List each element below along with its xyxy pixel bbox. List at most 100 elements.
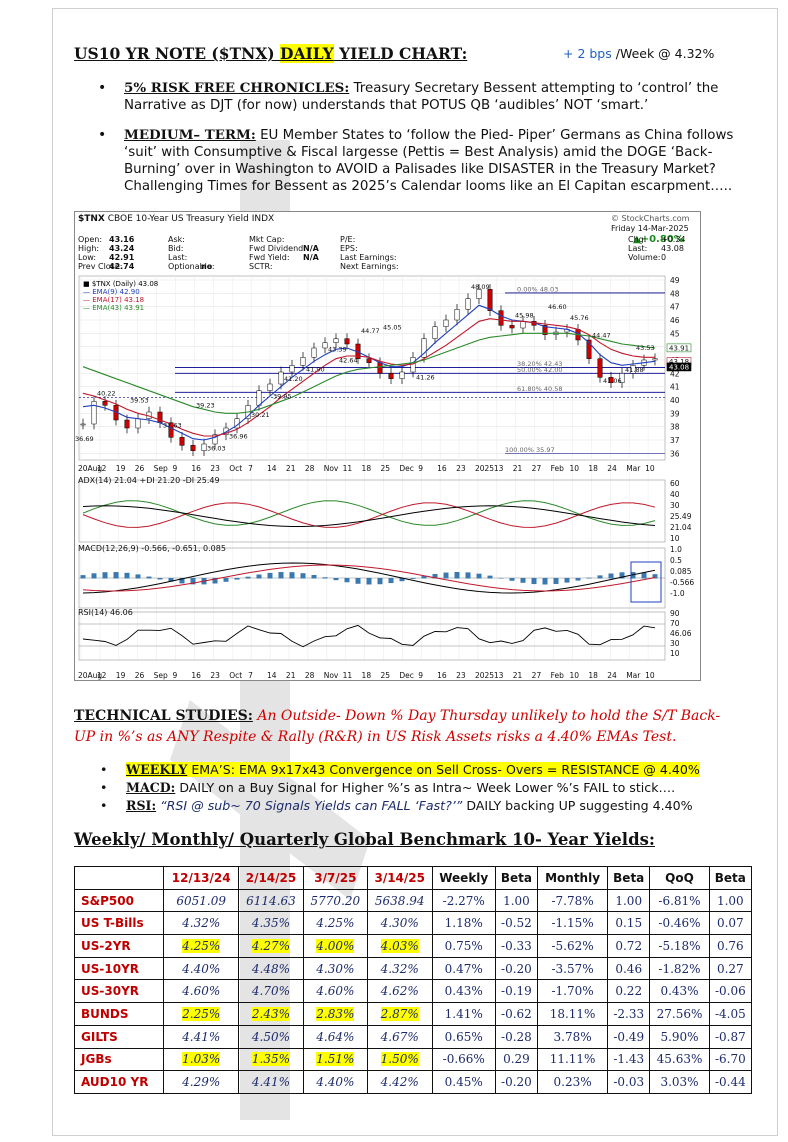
table-row: US-30YR 4.60% 4.70% 4.60% 4.62% 0.43% -0.19 -1.… bbox=[73, 979, 753, 1004]
candle-body bbox=[124, 419, 130, 429]
candle-body bbox=[278, 371, 284, 385]
candle-body bbox=[443, 319, 449, 327]
legend-entry: — EMA(9) 42.90 bbox=[83, 288, 140, 296]
macd-bar bbox=[399, 578, 405, 582]
stat-cell: -1.82% bbox=[649, 956, 710, 981]
chart-source: © StockCharts.com bbox=[611, 214, 690, 223]
row-label: US-2YR bbox=[73, 934, 165, 958]
price-tag-text: 43.18 bbox=[669, 358, 689, 366]
x-tick-label: 2025 bbox=[475, 671, 494, 680]
header-cell: 3/14/25 bbox=[366, 866, 433, 890]
yield-cell: 4.70% bbox=[238, 979, 304, 1004]
quote-field: Prev Close: bbox=[78, 262, 123, 271]
quote-field: Fwd Dividend: bbox=[249, 244, 306, 253]
adx-line bbox=[82, 502, 656, 528]
candle-body bbox=[619, 373, 625, 383]
x-tick-label: 21 bbox=[286, 464, 296, 473]
candle-body bbox=[597, 358, 603, 378]
x-tick-label: Oct bbox=[229, 671, 242, 680]
stat-cell: 1.18% bbox=[431, 911, 496, 936]
x-tick-label: 18 bbox=[362, 464, 372, 473]
macd-bar bbox=[520, 578, 526, 583]
y-tick-label: 38 bbox=[670, 423, 680, 432]
stat-cell: -0.49 bbox=[607, 1024, 651, 1049]
yield-cell: 4.29% bbox=[163, 1070, 240, 1094]
candle-body bbox=[465, 298, 471, 310]
price-annotation: 44.77 bbox=[361, 327, 380, 335]
macd-bar bbox=[267, 572, 273, 579]
yield-cell: 4.30% bbox=[302, 956, 368, 981]
x-tick-label: 21 bbox=[513, 671, 523, 680]
stat-cell: -0.20 bbox=[494, 956, 539, 981]
y-tick-label: 39 bbox=[670, 409, 680, 418]
yield-cell: 4.40% bbox=[163, 956, 240, 981]
legend-entry: ■ $TNX (Daily) 43.08 bbox=[83, 280, 159, 288]
y-tick-label: 40 bbox=[670, 396, 680, 405]
macd-bar bbox=[135, 574, 141, 579]
y-tick-label: 37 bbox=[670, 436, 680, 445]
x-tick-label: 23 bbox=[456, 464, 466, 473]
quote-field: Bid: bbox=[168, 244, 184, 253]
yield-cell: 4.60% bbox=[302, 979, 368, 1004]
stat-cell: 0.45% bbox=[431, 1070, 496, 1094]
macd-bar bbox=[322, 577, 328, 579]
macd-bar bbox=[168, 578, 174, 582]
macd-bar bbox=[608, 573, 614, 579]
macd-bar bbox=[575, 578, 581, 581]
macd-bar bbox=[553, 578, 559, 584]
fib-label: 38.20% 42.43 bbox=[517, 360, 562, 368]
candle-body bbox=[289, 365, 295, 373]
quote-field: 43.08 bbox=[661, 244, 684, 253]
stat-cell: -6.70 bbox=[708, 1047, 753, 1072]
quote-field: EPS: bbox=[340, 244, 358, 253]
ema-line bbox=[82, 332, 656, 414]
quote-field: 42.74 bbox=[109, 262, 135, 271]
price-annotation: 40.22 bbox=[97, 390, 116, 398]
chart-pct: ▲+0.80% bbox=[633, 234, 684, 245]
candle-body bbox=[377, 362, 383, 374]
yield-cell: 4.32% bbox=[163, 911, 240, 936]
x-tick-label: Nov bbox=[324, 464, 339, 473]
candle-body bbox=[388, 373, 394, 379]
stat-cell: -2.33 bbox=[607, 1002, 651, 1026]
rsi-line bbox=[82, 624, 656, 648]
yield-cell: 1.51% bbox=[302, 1047, 368, 1072]
stat-cell: -5.62% bbox=[537, 934, 609, 958]
candle-body bbox=[91, 401, 97, 425]
yield-cell: 1.35% bbox=[238, 1047, 304, 1072]
macd-bar bbox=[91, 573, 97, 579]
header-cell: QoQ bbox=[649, 866, 710, 890]
yield-cell: 4.35% bbox=[238, 911, 304, 936]
bullet-rsi: RSI: “RSI @ sub~ 70 Signals Yields can F… bbox=[100, 797, 740, 815]
quote-field: Mkt Cap: bbox=[249, 235, 285, 244]
stat-cell: 0.65% bbox=[431, 1024, 496, 1049]
yield-cell: 1.03% bbox=[163, 1047, 240, 1072]
x-tick-label: 28 bbox=[305, 464, 315, 473]
row-label: US-30YR bbox=[73, 979, 165, 1004]
chart-date: Friday 14-Mar-2025 bbox=[611, 224, 689, 233]
macd-bar bbox=[432, 573, 438, 579]
x-tick-label: 2025 bbox=[475, 464, 494, 473]
rsi-tick: 30 bbox=[670, 639, 680, 648]
legend-entry: — EMA(43) 43.91 bbox=[83, 304, 145, 312]
row-label: AUD10 YR bbox=[73, 1070, 165, 1094]
fib-label: 0.00% 48.03 bbox=[517, 285, 558, 293]
candle-body bbox=[421, 338, 427, 358]
table-row: US T-Bills 4.32% 4.35% 4.25% 4.30% 1.18% -0.52… bbox=[73, 911, 753, 936]
table-row: GILTS 4.41% 4.50% 4.64% 4.67% 0.65% -0.28 3.78%… bbox=[73, 1024, 753, 1049]
price-annotation: 37.63 bbox=[163, 422, 182, 430]
candle-body bbox=[135, 418, 141, 429]
x-tick-label: 26 bbox=[135, 464, 145, 473]
yield-cell: 4.41% bbox=[238, 1070, 304, 1094]
quote-field: High: bbox=[78, 244, 100, 253]
quote-field: Last Earnings: bbox=[340, 253, 397, 262]
x-tick-label: Dec bbox=[399, 464, 414, 473]
quote-field: 43.16 bbox=[109, 235, 135, 244]
header-cell: Beta bbox=[607, 866, 651, 890]
bullet-risk-free: 5% RISK FREE CHRONICLES: Treasury Secret… bbox=[98, 80, 738, 114]
stat-cell: -0.52 bbox=[494, 911, 539, 936]
quote-field: Volume: bbox=[628, 253, 661, 262]
stat-cell: 5.90% bbox=[649, 1024, 710, 1049]
yield-cell: 2.43% bbox=[238, 1002, 304, 1026]
y-tick-label: 46 bbox=[670, 316, 680, 325]
